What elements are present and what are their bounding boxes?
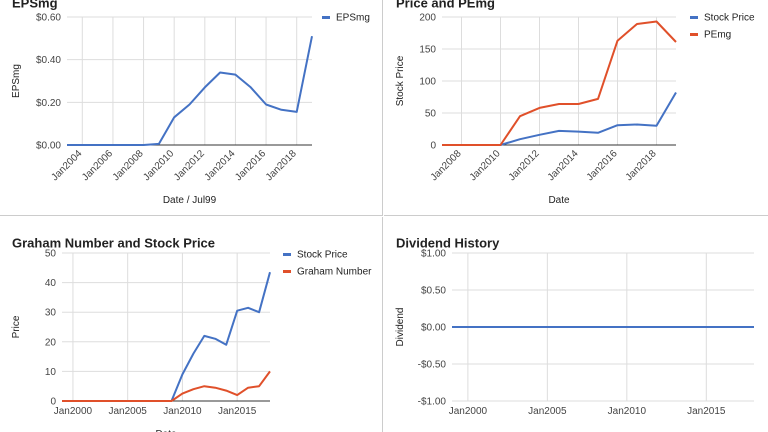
eps-chart-panel: EPSmg $0.00 $0.20 $0.40 $0.60 Jan2004 Jan2006 J…: [0, 0, 383, 216]
legend-swatch: [283, 270, 291, 273]
y-axis-label: Price: [11, 315, 22, 338]
x-tick-label: Jan2008: [429, 148, 464, 183]
series-line-0: [67, 36, 313, 146]
chart-title: Graham Number and Stock Price: [12, 236, 215, 251]
x-tick-label: Jan2014: [203, 148, 238, 183]
x-tick-label: Jan2014: [546, 148, 581, 183]
legend-label: Stock Price: [704, 13, 755, 24]
x-tick-label: Jan2015: [687, 406, 726, 417]
legend-label: Graham Number: [297, 267, 372, 278]
x-axis-label: Date: [155, 429, 177, 432]
legend-label: PEmg: [704, 30, 731, 41]
series-line-1: [62, 370, 271, 402]
graham-chart: Graham Number and Stock Price 0 10 20 30 40 50…: [11, 236, 372, 432]
dividend-chart: Dividend History -$1.00 -$0.50 $0.00 $0.50 $1…: [395, 236, 754, 417]
x-tick-label: Jan2016: [585, 148, 620, 183]
chart-title: Price and PEmg: [396, 0, 495, 11]
y-tick-label: $0.40: [36, 55, 61, 66]
legend-swatch: [690, 33, 698, 36]
x-tick-label: Jan2005: [108, 406, 147, 417]
y-tick-label: 10: [45, 367, 57, 378]
y-axis-label: Dividend: [395, 308, 406, 347]
y-axis-label: Stock Price: [395, 55, 406, 106]
chart-title: Dividend History: [396, 236, 500, 251]
y-tick-label: 0: [430, 141, 436, 152]
chart-title: EPSmg: [12, 0, 58, 11]
legend-swatch: [690, 16, 698, 19]
x-tick-label: Jan2018: [264, 148, 299, 183]
y-tick-label: -$1.00: [418, 397, 447, 408]
x-tick-label: Jan2016: [233, 148, 268, 183]
x-tick-label: Jan2012: [172, 148, 207, 183]
y-tick-label: 200: [419, 13, 436, 24]
y-tick-label: $0.00: [36, 141, 61, 152]
legend-label: EPSmg: [336, 13, 370, 24]
x-tick-label: Jan2005: [528, 406, 567, 417]
price-pe-chart-panel: Price and PEmg 0 50 100 150 200 Jan2008 Jan2010…: [384, 0, 768, 216]
y-tick-label: 100: [419, 77, 436, 88]
y-tick-label: 30: [45, 308, 57, 319]
x-tick-label: Jan2010: [468, 148, 503, 183]
dividend-chart-panel: Dividend History -$1.00 -$0.50 $0.00 $0.50 $1…: [384, 217, 768, 432]
legend-swatch: [322, 16, 330, 19]
y-tick-label: 40: [45, 278, 57, 289]
legend-swatch: [283, 253, 291, 256]
x-tick-label: Jan2004: [50, 148, 85, 183]
x-tick-label: Jan2010: [608, 406, 647, 417]
x-tick-label: Jan2006: [80, 148, 115, 183]
series-line-1: [442, 20, 677, 146]
y-tick-label: 50: [45, 249, 57, 260]
series-line-0: [62, 271, 271, 402]
y-tick-label: $0.20: [36, 98, 61, 109]
y-tick-label: 150: [419, 45, 436, 56]
x-axis-label: Date: [548, 195, 570, 206]
price-pe-chart: Price and PEmg 0 50 100 150 200 Jan2008 Jan2010…: [395, 0, 755, 206]
eps-chart: EPSmg$0.00$0.20$0.40$0.60Jan2004Jan2006J…: [11, 0, 370, 206]
y-tick-label: $1.00: [421, 249, 446, 260]
x-tick-label: Jan2010: [163, 406, 202, 417]
graham-chart-panel: Graham Number and Stock Price 0 10 20 30 40 50…: [0, 217, 383, 432]
x-tick-label: Jan2000: [449, 406, 488, 417]
legend-label: Stock Price: [297, 250, 348, 261]
x-tick-label: Jan2012: [507, 148, 542, 183]
x-tick-label: Jan2015: [218, 406, 257, 417]
y-tick-label: 50: [425, 109, 437, 120]
y-tick-label: 0: [50, 397, 56, 408]
y-tick-label: -$0.50: [418, 360, 447, 371]
y-tick-label: 20: [45, 337, 57, 348]
y-axis-label: EPSmg: [11, 64, 22, 98]
series-line-0: [442, 91, 677, 146]
x-tick-label: Jan2018: [624, 148, 659, 183]
x-tick-label: Jan2000: [54, 406, 93, 417]
y-tick-label: $0.50: [421, 286, 446, 297]
x-tick-label: Jan2010: [141, 148, 176, 183]
x-axis-label: Date / Jul99: [163, 195, 217, 206]
x-tick-label: Jan2008: [111, 148, 146, 183]
y-tick-label: $0.60: [36, 13, 61, 24]
y-tick-label: $0.00: [421, 323, 446, 334]
